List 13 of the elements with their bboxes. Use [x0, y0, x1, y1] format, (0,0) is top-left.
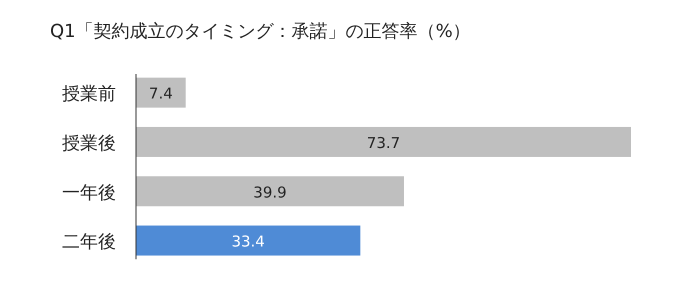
bar: [136, 126, 631, 157]
y-tick-label: 二年後: [62, 232, 116, 253]
data-label: 33.4: [231, 232, 265, 251]
bar: [136, 226, 360, 256]
data-label: 7.4: [148, 84, 173, 103]
data-label: 73.7: [366, 134, 400, 152]
data-label: 39.9: [253, 183, 287, 202]
bar: [136, 176, 404, 206]
chart-title: Q1「契約成立のタイミング：承諾」の正答率（%）: [50, 21, 471, 42]
y-tick-label: 授業前: [62, 84, 116, 105]
y-tick-label: 一年後: [62, 182, 116, 204]
y-tick-label: 授業後: [62, 132, 116, 154]
bar: [136, 78, 186, 108]
